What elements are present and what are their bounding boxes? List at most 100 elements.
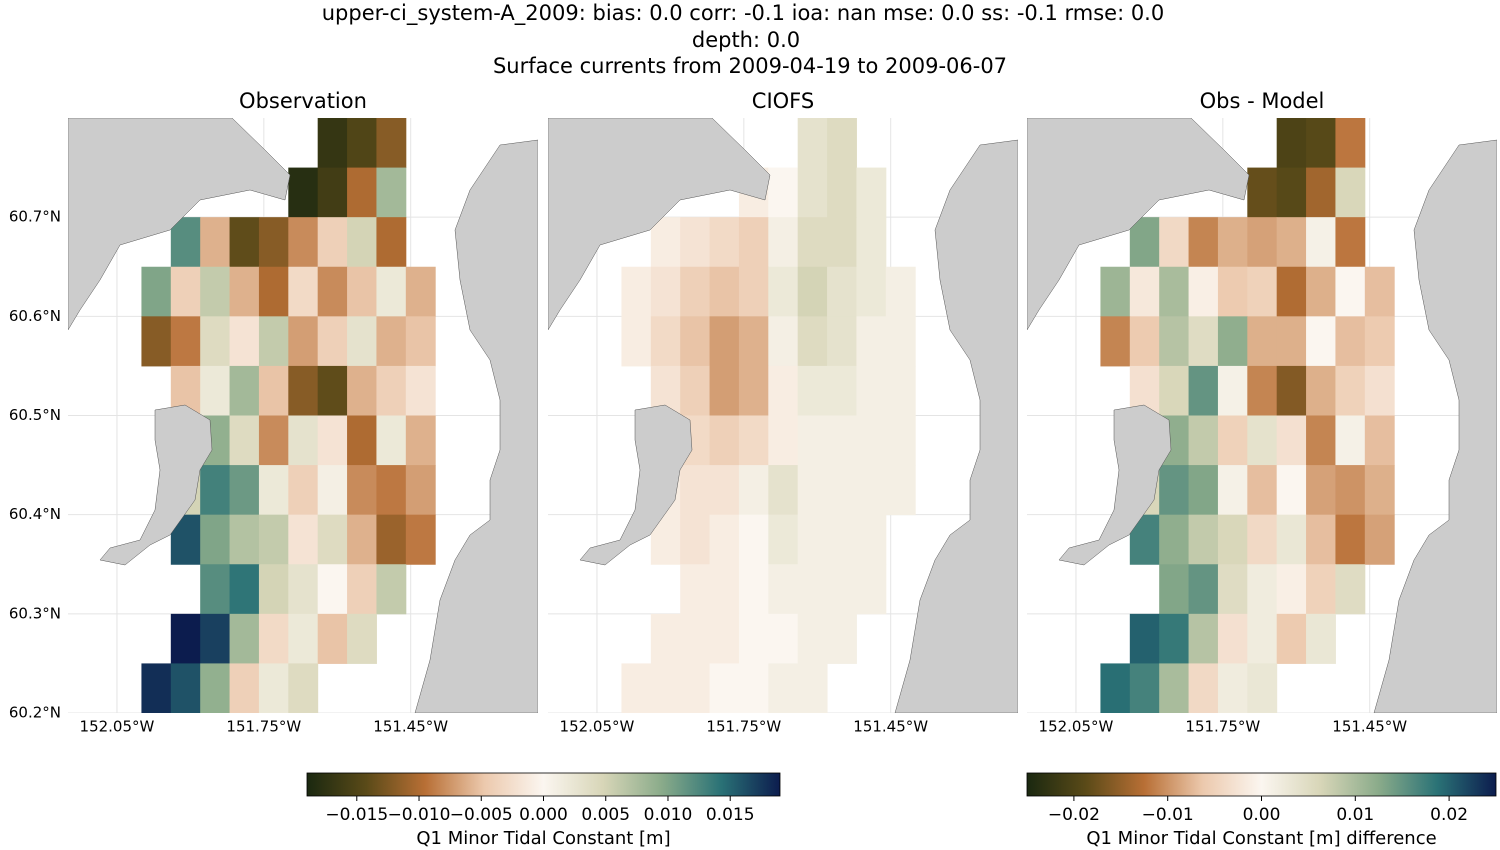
grid-cell <box>317 118 348 169</box>
grid-cell <box>347 167 377 218</box>
grid-cell <box>1247 514 1278 565</box>
grid-cell <box>1159 217 1190 268</box>
panel-content <box>68 118 538 713</box>
grid-cell <box>738 465 769 516</box>
grid-cell <box>1335 365 1366 416</box>
grid-cell <box>170 316 201 367</box>
grid-cell <box>288 613 319 664</box>
grid-cell <box>1306 365 1336 416</box>
grid-cell <box>738 316 769 367</box>
grid-cell <box>1188 465 1219 516</box>
grid-cell <box>376 118 407 169</box>
grid-cell <box>621 663 652 713</box>
grid-cell <box>650 613 681 664</box>
panel-title: Obs - Model <box>1200 89 1325 113</box>
grid-cell <box>768 465 799 516</box>
grid-cell <box>1306 167 1336 218</box>
grid-cell <box>347 118 377 169</box>
grid-cell <box>376 167 407 218</box>
grid-cell <box>1188 663 1219 713</box>
grid-cell <box>258 465 289 516</box>
colorbar-tick-label: 0.02 <box>1430 805 1468 825</box>
grid-cell <box>258 613 289 664</box>
grid-cell <box>229 217 260 268</box>
map-panel: 152.05°W 151.75°W 151.45°W CIOFS <box>548 89 1018 736</box>
colorbar-tick-label: −0.010 <box>388 805 451 825</box>
grid-cell <box>229 564 260 615</box>
grid-cell <box>856 316 887 367</box>
y-tick-label: 60.5°N <box>9 406 61 424</box>
grid-cell <box>170 217 201 268</box>
grid-cell <box>827 217 857 268</box>
grid-cell <box>1276 564 1307 615</box>
y-tick-label: 60.2°N <box>9 704 61 722</box>
grid-cell <box>200 663 231 713</box>
grid-cell <box>768 613 799 664</box>
grid-cell <box>1276 613 1307 664</box>
grid-cell <box>1159 316 1190 367</box>
grid-cell <box>1247 167 1278 218</box>
grid-cell <box>141 316 172 367</box>
colorbar-tick-label: −0.015 <box>325 805 388 825</box>
grid-cell <box>885 415 916 466</box>
x-tick-label: 151.45°W <box>853 718 928 736</box>
grid-cell <box>200 316 231 367</box>
grid-cell <box>200 613 231 664</box>
grid-cell <box>827 564 857 615</box>
grid-cell <box>856 365 887 416</box>
grid-cell <box>738 564 769 615</box>
grid-cell <box>1306 564 1336 615</box>
y-tick-label: 60.4°N <box>9 505 61 523</box>
grid-cell <box>1159 465 1190 516</box>
grid-cell <box>1306 266 1336 317</box>
grid-cell <box>680 217 711 268</box>
grid-cell <box>1306 613 1336 664</box>
grid-cell <box>229 613 260 664</box>
grid-cell <box>1335 514 1366 565</box>
grid-cell <box>200 365 231 416</box>
grid-cell <box>768 167 799 218</box>
grid-cell <box>141 663 172 713</box>
grid-cell <box>1217 564 1248 615</box>
grid-cell <box>885 465 916 516</box>
grid-cell <box>1276 365 1307 416</box>
grid-cell <box>1247 564 1278 615</box>
colorbar-tick-label: 0.005 <box>581 805 630 825</box>
grid-cell <box>405 514 436 565</box>
grid-cell <box>1217 613 1248 664</box>
grid-cell <box>797 217 828 268</box>
grid-cell <box>1159 663 1190 713</box>
grid-cell <box>768 564 799 615</box>
grid-cell <box>376 365 407 416</box>
grid-cell <box>347 217 377 268</box>
grid-cell <box>376 316 407 367</box>
grid-cell <box>141 266 172 317</box>
grid-cell <box>1306 514 1336 565</box>
grid-cell <box>1159 365 1190 416</box>
grid-cell <box>1247 663 1278 713</box>
grid-cell <box>885 316 916 367</box>
grid-cell <box>885 365 916 416</box>
colorbar-tick-label: 0.015 <box>706 805 755 825</box>
grid-cell <box>709 564 740 615</box>
grid-cell <box>1335 266 1366 317</box>
grid-cell <box>1335 415 1366 466</box>
colorbar-tick-label: −0.005 <box>450 805 513 825</box>
grid-cell <box>1276 415 1307 466</box>
grid-cell <box>1276 167 1307 218</box>
grid-cell <box>797 564 828 615</box>
grid-cell <box>1335 465 1366 516</box>
grid-cell <box>1129 217 1160 268</box>
grid-cell <box>317 266 348 317</box>
grid-cell <box>258 365 289 416</box>
grid-cell <box>797 316 828 367</box>
grid-cell <box>797 167 828 218</box>
grid-cell <box>288 316 319 367</box>
grid-cell <box>170 266 201 317</box>
grid-cell <box>1276 465 1307 516</box>
x-tick-label: 152.05°W <box>80 718 155 736</box>
grid-cell <box>1217 365 1248 416</box>
grid-cell <box>1129 266 1160 317</box>
colorbar-tick-label: −0.01 <box>1142 805 1194 825</box>
grid-cell <box>827 465 857 516</box>
